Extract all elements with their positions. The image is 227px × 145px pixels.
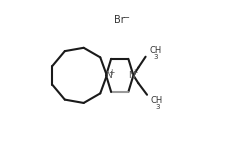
Text: Br: Br [114, 15, 124, 25]
Text: CH: CH [150, 96, 162, 105]
Text: +: + [108, 68, 115, 77]
Text: N: N [127, 71, 134, 80]
Text: 3: 3 [154, 104, 159, 109]
Text: CH: CH [148, 46, 161, 55]
Text: N: N [105, 71, 111, 80]
Text: 3: 3 [153, 54, 157, 60]
Text: −: − [121, 13, 128, 22]
Text: +: + [131, 68, 137, 77]
